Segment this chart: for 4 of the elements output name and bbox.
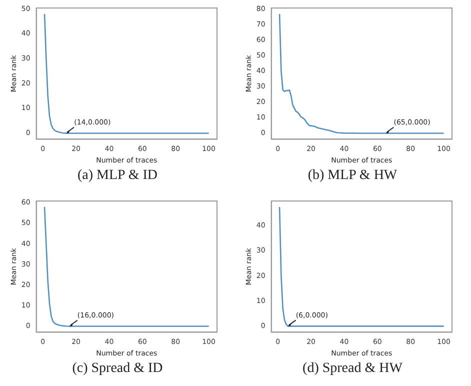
text: (a) MLP & ID — [76, 167, 158, 185]
text: (d) Spread & HW — [302, 360, 404, 378]
text: (c) Spread & ID — [71, 360, 164, 378]
text: (b) MLP & HW — [306, 167, 398, 185]
